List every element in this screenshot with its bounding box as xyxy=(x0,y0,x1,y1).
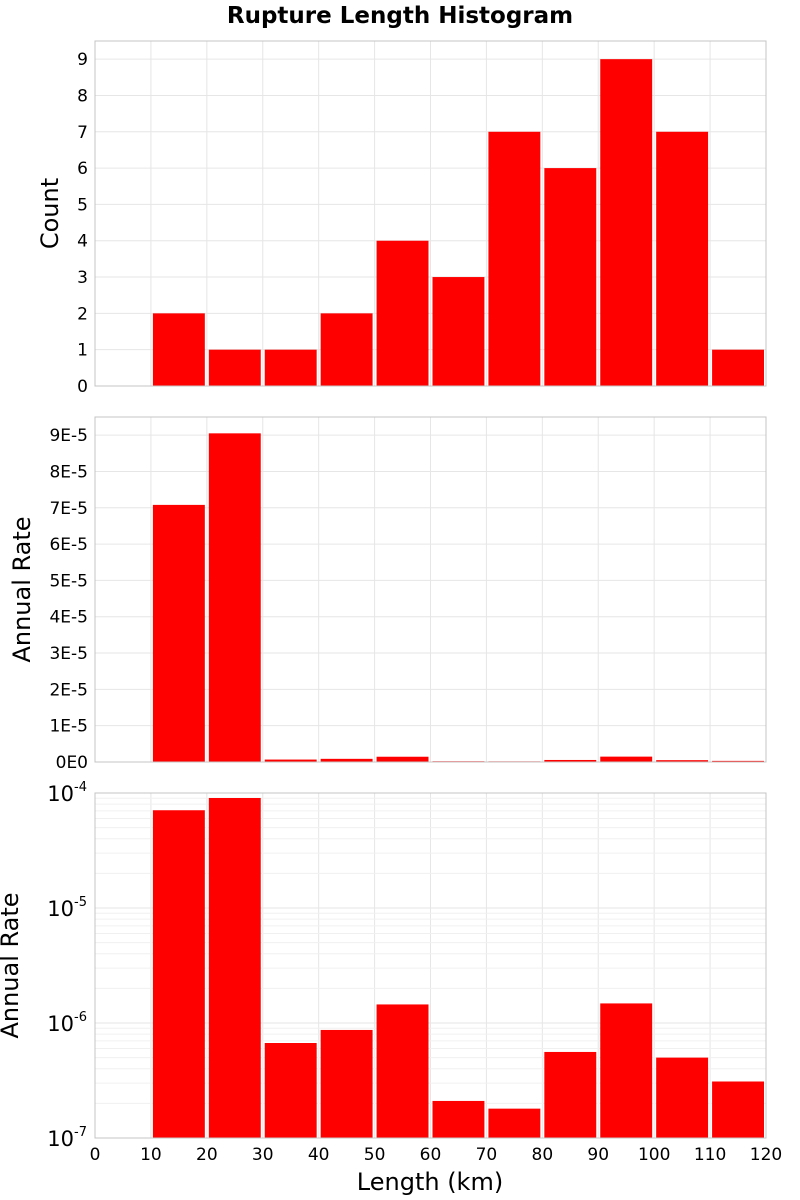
x-tick-label: 20 xyxy=(196,1145,218,1165)
annual-rate-log-panel: 10-7 10-6 10-5 10-4 0 10 20 30 40 50 60 70 80 90 100 1… xyxy=(0,780,782,1165)
y-tick-label: 3E-5 xyxy=(49,644,88,664)
histogram-bar xyxy=(208,349,261,386)
x-tick-label: 120 xyxy=(750,1145,782,1165)
histogram-bar xyxy=(656,760,709,762)
histogram-bar xyxy=(712,1081,764,1138)
y-tick-label: 1 xyxy=(77,341,88,361)
x-tick-label: 80 xyxy=(532,1145,554,1165)
y-tick-label: 10-5 xyxy=(47,895,87,921)
histogram-bar xyxy=(712,349,764,386)
y-tick-label: 2E-5 xyxy=(49,680,88,700)
y-tick-label: 5E-5 xyxy=(49,571,88,591)
chart-title: Rupture Length Histogram xyxy=(227,3,573,29)
histogram-bar xyxy=(376,1004,429,1138)
histogram-bar xyxy=(264,1043,317,1138)
rate-linear-y-axis-label: Annual Rate xyxy=(8,516,36,662)
x-tick-label: 30 xyxy=(252,1145,274,1165)
histogram-bar xyxy=(320,1029,373,1138)
histogram-bar xyxy=(432,277,485,386)
x-tick-label: 110 xyxy=(694,1145,726,1165)
y-tick-label: 8 xyxy=(77,86,88,106)
y-tick-label: 6E-5 xyxy=(49,535,88,555)
histogram-bar xyxy=(264,759,317,762)
histogram-bar xyxy=(320,758,373,762)
histogram-bar xyxy=(544,759,597,762)
y-tick-label: 0 xyxy=(77,377,88,397)
histogram-bar xyxy=(208,797,261,1138)
x-axis-label: Length (km) xyxy=(357,1168,503,1196)
y-tick-label: 7 xyxy=(77,123,88,143)
histogram-bar xyxy=(432,1100,485,1138)
histogram-bar xyxy=(600,756,653,762)
y-tick-label: 2 xyxy=(77,304,88,324)
rate-log-y-axis-label: Annual Rate xyxy=(0,892,24,1038)
y-tick-label: 9E-5 xyxy=(49,426,88,446)
histogram-bar xyxy=(656,131,709,386)
y-tick-label: 10-7 xyxy=(47,1125,87,1151)
y-tick-label: 4E-5 xyxy=(49,608,88,628)
x-tick-label: 50 xyxy=(364,1145,386,1165)
histogram-bar xyxy=(656,1057,709,1138)
y-tick-label: 5 xyxy=(77,195,88,215)
y-tick-label: 4 xyxy=(77,232,88,252)
histogram-bar xyxy=(600,59,653,386)
y-tick-label: 9 xyxy=(77,50,88,70)
histogram-bar xyxy=(376,240,429,386)
histogram-bar xyxy=(600,1003,653,1138)
x-tick-label: 60 xyxy=(420,1145,442,1165)
histogram-bar xyxy=(544,1051,597,1138)
histogram-bar xyxy=(152,810,205,1138)
annual-rate-linear-panel: 0E01E-52E-53E-54E-55E-56E-57E-58E-59E-5 … xyxy=(8,416,767,773)
x-tick-label: 100 xyxy=(638,1145,670,1165)
y-tick-label: 8E-5 xyxy=(49,462,88,482)
y-tick-label: 10-6 xyxy=(47,1010,87,1036)
histogram-bar xyxy=(488,131,541,386)
x-tick-label: 90 xyxy=(587,1145,609,1165)
histogram-bar xyxy=(544,168,597,386)
y-tick-label: 10-4 xyxy=(47,780,87,806)
count-y-axis-label: Count xyxy=(36,178,64,249)
x-tick-label: 10 xyxy=(140,1145,162,1165)
histogram-bar xyxy=(208,433,261,762)
y-tick-label: 1E-5 xyxy=(49,717,88,737)
x-tick-label: 0 xyxy=(90,1145,101,1165)
histogram-bar xyxy=(376,756,429,762)
histogram-bar xyxy=(712,760,764,762)
y-tick-label: 7E-5 xyxy=(49,499,88,519)
count-plot-frame xyxy=(94,40,767,387)
histogram-bar xyxy=(488,1108,541,1138)
x-tick-label: 70 xyxy=(476,1145,498,1165)
rate-linear-plot-frame xyxy=(94,416,767,763)
y-tick-label: 0E0 xyxy=(56,753,88,773)
y-tick-label: 3 xyxy=(77,268,88,288)
rate-log-plot-frame xyxy=(94,792,767,1139)
count-histogram-panel: 0 1 2 3 4 5 6 7 8 9 Count xyxy=(36,40,767,397)
y-tick-label: 6 xyxy=(77,159,88,179)
histogram-bar xyxy=(152,313,205,386)
histogram-bar xyxy=(152,504,205,762)
x-tick-label: 40 xyxy=(308,1145,330,1165)
histogram-bar xyxy=(320,313,373,386)
histogram-bar xyxy=(264,349,317,386)
